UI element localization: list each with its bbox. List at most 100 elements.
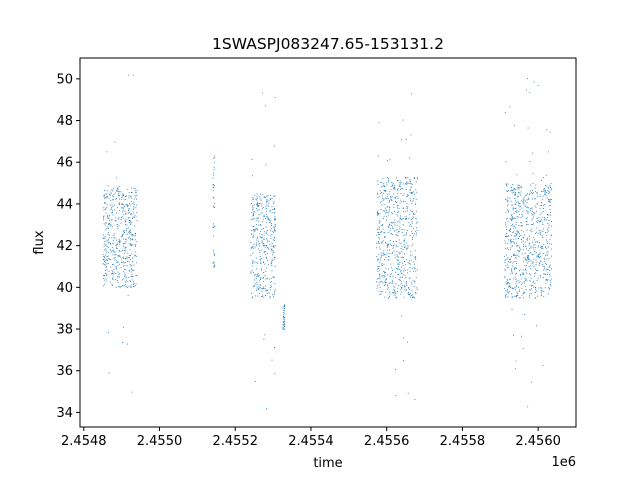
data-point (521, 222, 523, 224)
data-point (399, 188, 401, 190)
data-point (377, 155, 379, 157)
data-point (549, 201, 551, 203)
data-point (546, 248, 548, 250)
data-point (263, 239, 265, 241)
data-point (545, 279, 547, 281)
data-point (517, 232, 519, 234)
data-point (521, 214, 523, 215)
data-point (381, 290, 383, 292)
data-point (265, 204, 267, 206)
data-point (540, 290, 542, 292)
data-point (254, 246, 256, 248)
data-point (274, 226, 276, 228)
data-point (108, 242, 110, 244)
data-point (258, 288, 260, 290)
data-point (507, 288, 509, 290)
data-point (540, 191, 542, 192)
data-point (505, 294, 506, 296)
data-point (409, 210, 411, 212)
data-point (529, 193, 531, 195)
data-point (376, 234, 378, 236)
data-point (108, 218, 110, 220)
data-point (391, 273, 392, 275)
data-point (130, 231, 132, 233)
data-point (116, 206, 118, 208)
data-point (131, 245, 133, 247)
data-point (382, 199, 384, 201)
data-point (396, 205, 398, 206)
data-point (376, 229, 378, 230)
data-point (537, 246, 539, 248)
data-point (106, 274, 108, 276)
data-point (393, 230, 395, 232)
data-point (513, 227, 515, 229)
data-point (382, 178, 384, 180)
data-point (135, 188, 137, 190)
data-point (514, 296, 516, 297)
data-point (397, 235, 399, 237)
data-point (505, 218, 507, 220)
data-point (252, 206, 254, 208)
data-point (261, 241, 263, 243)
data-point (259, 197, 261, 199)
data-point (111, 273, 113, 275)
data-point (400, 315, 402, 317)
data-point (393, 193, 395, 195)
data-point (534, 244, 536, 246)
data-point (543, 259, 545, 260)
data-point (383, 277, 385, 279)
data-point (395, 283, 397, 285)
data-point (113, 257, 115, 259)
data-point (409, 270, 411, 272)
data-point (261, 228, 263, 230)
data-point (274, 346, 275, 348)
data-point (110, 258, 112, 260)
data-point (254, 274, 256, 275)
data-point (525, 278, 527, 280)
data-point (283, 306, 285, 308)
data-point (524, 314, 526, 315)
data-point (252, 197, 254, 198)
data-point (128, 74, 129, 76)
data-point (265, 226, 267, 228)
data-point (114, 141, 116, 143)
scatter-points (102, 74, 553, 410)
data-point (122, 194, 124, 196)
data-point (538, 264, 540, 266)
data-point (129, 204, 131, 206)
data-point (253, 226, 255, 228)
data-point (270, 284, 272, 286)
data-point (252, 262, 254, 264)
data-point (136, 262, 138, 264)
data-point (400, 286, 402, 288)
data-point (128, 231, 130, 233)
data-point (548, 287, 550, 289)
data-point (134, 251, 136, 253)
data-point (511, 204, 513, 206)
data-point (549, 209, 551, 210)
data-point (505, 293, 507, 295)
data-point (533, 212, 535, 214)
data-point (120, 250, 122, 252)
data-point (258, 203, 260, 205)
data-point (406, 203, 408, 205)
data-point (515, 224, 517, 226)
data-point (214, 157, 216, 159)
data-point (529, 289, 531, 291)
data-point (131, 276, 133, 278)
data-point (531, 224, 533, 226)
data-point (516, 286, 518, 287)
data-point (407, 194, 409, 196)
data-point (115, 268, 117, 270)
data-point (508, 282, 510, 284)
data-point (392, 234, 394, 236)
data-point (525, 279, 526, 281)
data-point (127, 281, 129, 283)
data-point (511, 214, 513, 216)
data-point (122, 284, 123, 286)
data-point (397, 262, 399, 264)
data-point (129, 229, 131, 231)
data-point (505, 259, 507, 261)
data-point (379, 273, 381, 275)
data-point (529, 160, 531, 162)
